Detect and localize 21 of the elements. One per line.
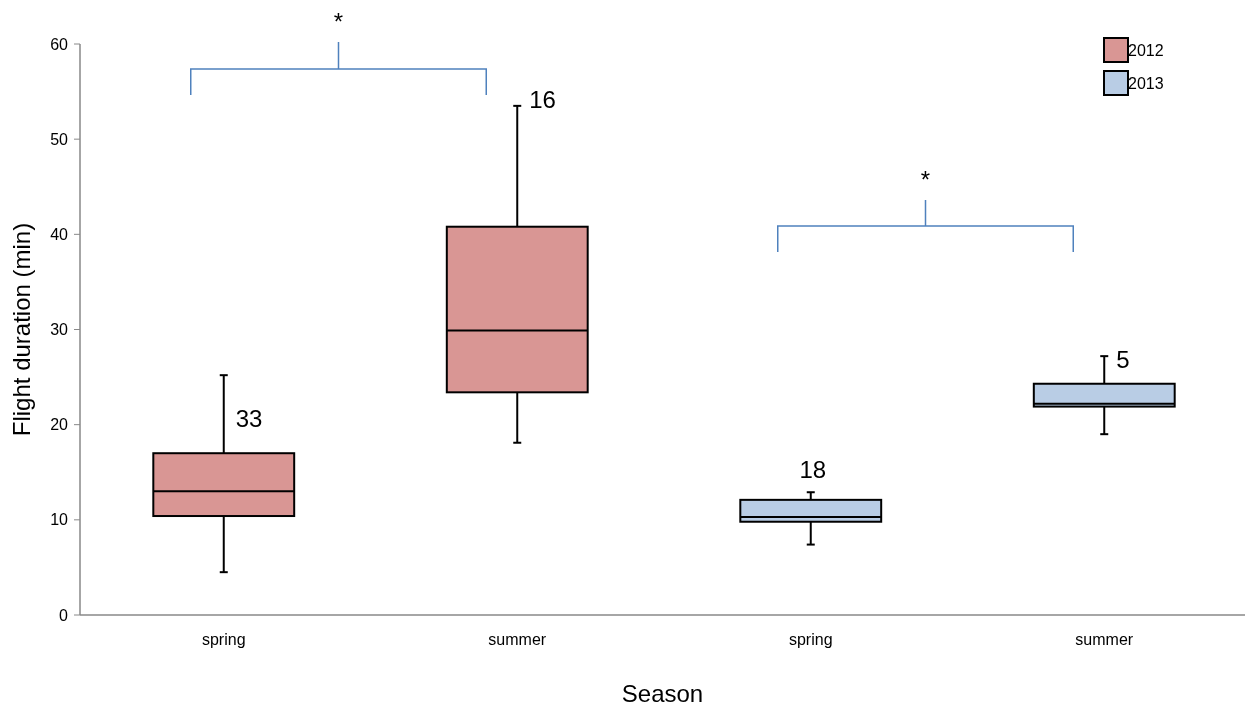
- annotation: *: [920, 166, 931, 193]
- annotation: 18: [799, 456, 827, 484]
- y-tick-label: 0: [59, 606, 69, 624]
- x-tick-label: spring: [788, 631, 833, 648]
- y-tick-label: 30: [50, 321, 69, 339]
- y-tick-label: 60: [50, 35, 69, 53]
- x-axis-title: Season: [621, 680, 704, 707]
- annotation: 16: [529, 85, 556, 113]
- y-axis-title: Flight duration (min): [8, 222, 35, 437]
- x-tick-label: summer: [488, 631, 547, 648]
- legend-label: 2012: [1128, 41, 1164, 59]
- text: *: [333, 8, 344, 35]
- y-tick-label: 40: [50, 225, 69, 243]
- x-tick-label: summer: [1075, 631, 1134, 648]
- y-tick-label: 20: [50, 416, 69, 434]
- annotation: 5: [1116, 346, 1130, 374]
- y-tick-label: 50: [50, 130, 69, 148]
- annotation: 33: [235, 405, 263, 433]
- legend-label: 2013: [1128, 74, 1164, 92]
- x-tick-label: spring: [201, 631, 246, 648]
- y-tick-label: 10: [50, 511, 69, 529]
